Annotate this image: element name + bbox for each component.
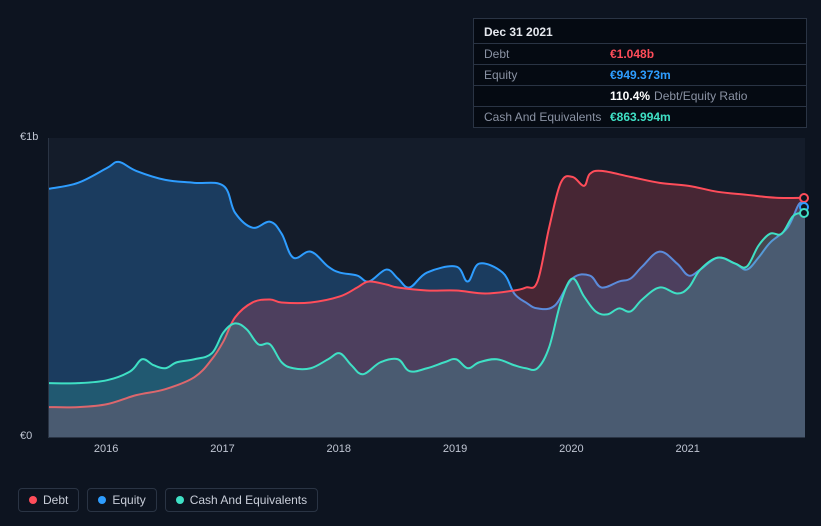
legend-dot-icon [29,496,37,504]
tooltip-date: Dec 31 2021 [474,19,806,44]
tooltip-label: Debt [484,47,610,61]
y-tick-label: €0 [20,430,32,442]
tooltip-row: Debt€1.048b [474,44,806,65]
legend-label: Debt [43,493,68,507]
chart-svg [49,138,805,437]
legend-item[interactable]: Equity [87,488,156,512]
legend-label: Equity [112,493,145,507]
x-tick-label: 2018 [327,443,351,455]
y-tick-label: €1b [20,131,38,143]
tooltip-label: Equity [484,68,610,82]
legend-label: Cash And Equivalents [190,493,307,507]
legend-dot-icon [176,496,184,504]
legend-item[interactable]: Cash And Equivalents [165,488,318,512]
x-tick-label: 2016 [94,443,118,455]
x-tick-label: 2020 [559,443,583,455]
tooltip-suffix: Debt/Equity Ratio [654,89,747,103]
legend-item[interactable]: Debt [18,488,79,512]
tooltip-row: 110.4%Debt/Equity Ratio [474,86,806,107]
chart-tooltip: Dec 31 2021 Debt€1.048bEquity€949.373m11… [473,18,807,128]
x-tick-label: 2017 [210,443,234,455]
chart-container: €0 €1b 2016 2017 2018 2019 2020 2021 [18,120,805,460]
tooltip-value: €1.048b [610,47,654,61]
tooltip-label [484,89,610,103]
legend: Debt Equity Cash And Equivalents [18,488,318,512]
series-end-marker [799,208,809,218]
tooltip-row: Equity€949.373m [474,65,806,86]
tooltip-value: 110.4%Debt/Equity Ratio [610,89,747,103]
legend-dot-icon [98,496,106,504]
x-tick-label: 2019 [443,443,467,455]
plot-area[interactable] [48,138,805,438]
x-tick-label: 2021 [675,443,699,455]
tooltip-value: €949.373m [610,68,671,82]
